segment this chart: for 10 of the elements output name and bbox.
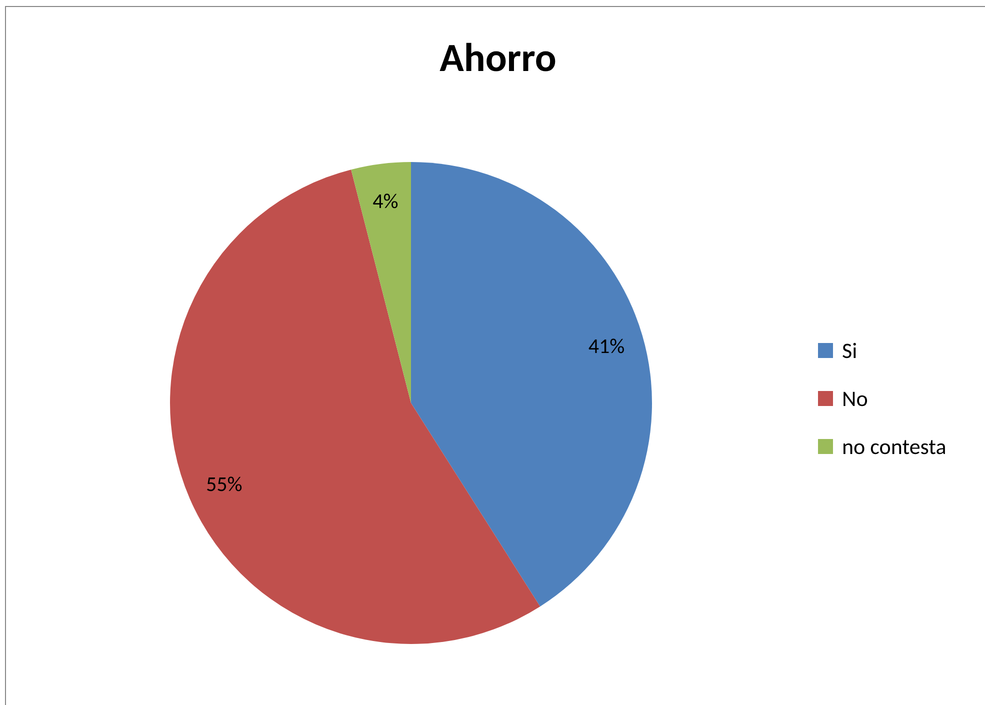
pie-slice <box>170 170 540 644</box>
legend-label: No <box>842 384 868 412</box>
data-label: 55% <box>206 470 242 497</box>
chart-title: Ahorro <box>440 33 556 82</box>
pie-slice <box>351 162 411 403</box>
legend-label: Si <box>842 336 858 364</box>
pie-slice <box>411 162 652 606</box>
data-label: 41% <box>588 333 625 360</box>
legend-label: no contesta <box>842 432 946 460</box>
data-label: 4% <box>372 188 398 214</box>
